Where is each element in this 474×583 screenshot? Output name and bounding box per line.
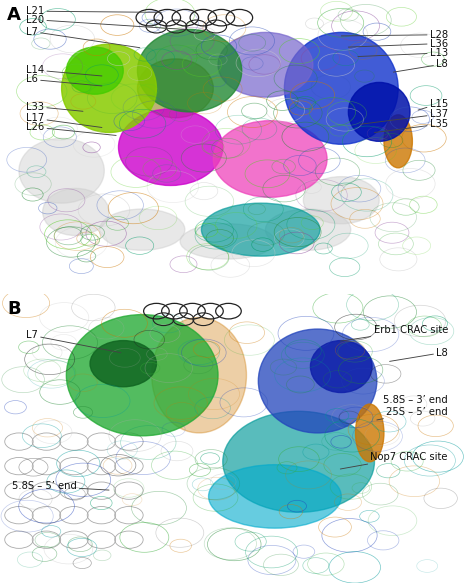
Text: L28: L28 (341, 30, 448, 40)
Ellipse shape (209, 465, 341, 528)
Ellipse shape (43, 188, 109, 236)
Ellipse shape (348, 82, 410, 141)
Ellipse shape (100, 209, 185, 250)
Ellipse shape (19, 138, 104, 203)
Text: L7: L7 (26, 331, 121, 353)
Ellipse shape (62, 44, 156, 132)
Text: 5.8S – 5’ end: 5.8S – 5’ end (12, 482, 109, 491)
Text: L13: L13 (358, 48, 448, 58)
Text: L17: L17 (26, 113, 102, 128)
Ellipse shape (258, 329, 377, 433)
Text: L20: L20 (26, 15, 185, 30)
Text: L7: L7 (26, 26, 140, 48)
Text: Nop7 CRAC site: Nop7 CRAC site (340, 452, 448, 469)
Ellipse shape (137, 29, 242, 112)
Text: L14: L14 (26, 65, 102, 76)
Text: L35: L35 (374, 120, 448, 132)
Ellipse shape (90, 340, 156, 387)
Text: A: A (7, 6, 21, 24)
Ellipse shape (284, 33, 398, 144)
Text: L8: L8 (390, 347, 448, 361)
Text: L6: L6 (26, 75, 102, 86)
Text: 5.8S – 3’ end: 5.8S – 3’ end (383, 395, 448, 408)
Text: L37: L37 (360, 109, 448, 124)
Ellipse shape (213, 121, 327, 197)
Ellipse shape (218, 33, 313, 97)
Text: L8: L8 (393, 59, 448, 72)
Text: Erb1 CRAC site: Erb1 CRAC site (340, 325, 448, 341)
Ellipse shape (180, 224, 275, 259)
Text: L33: L33 (26, 101, 83, 111)
Ellipse shape (152, 318, 246, 433)
Text: L21: L21 (26, 6, 161, 16)
Ellipse shape (356, 404, 384, 462)
Ellipse shape (223, 411, 374, 512)
Text: L26: L26 (26, 122, 116, 135)
Text: L36: L36 (348, 38, 448, 48)
Ellipse shape (137, 59, 213, 118)
Text: 25S – 5’ end: 25S – 5’ end (377, 407, 448, 420)
Ellipse shape (303, 177, 379, 224)
Ellipse shape (66, 47, 123, 94)
Ellipse shape (265, 209, 351, 250)
Ellipse shape (310, 340, 372, 392)
Ellipse shape (201, 203, 320, 256)
Text: L15: L15 (418, 99, 448, 110)
Ellipse shape (384, 115, 412, 168)
Ellipse shape (118, 109, 223, 185)
Ellipse shape (66, 315, 218, 436)
Text: B: B (7, 300, 21, 318)
